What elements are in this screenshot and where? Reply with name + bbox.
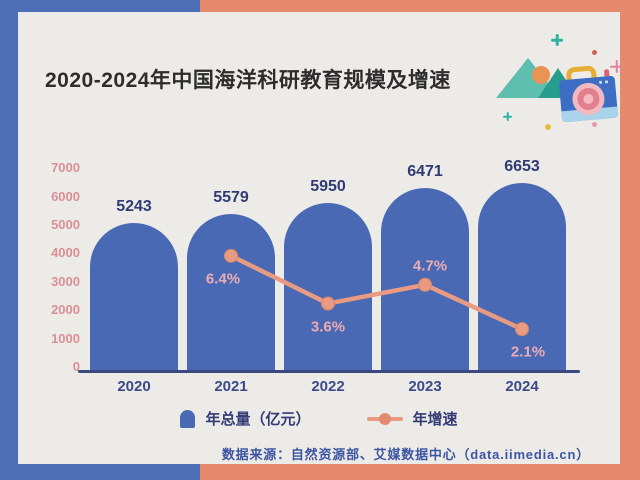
camera-body [558, 75, 619, 123]
dot-icon [592, 122, 597, 127]
bar-value-label: 5579 [213, 188, 249, 206]
bar-value-label: 6653 [504, 158, 540, 176]
chart-legend: 年总量（亿元） 年增速 [18, 408, 620, 429]
infographic-card: 2020-2024年中国海洋科研教育规模及增速 0 1000 2000 3000 400… [18, 12, 620, 464]
dot-icon [545, 124, 551, 130]
page-title: 2020-2024年中国海洋科研教育规模及增速 [45, 69, 451, 92]
bar-value-label: 6471 [407, 163, 443, 181]
x-axis-line [78, 370, 580, 373]
x-tick-label: 2020 [117, 378, 151, 395]
bar-2020 [90, 223, 178, 372]
y-tick-label: 0 [72, 359, 80, 374]
y-tick-label: 3000 [51, 273, 80, 289]
y-tick-label: 2000 [51, 302, 80, 318]
line-legend-icon [366, 412, 403, 425]
x-tick-label: 2023 [408, 378, 442, 395]
sparkle-icon [503, 112, 512, 121]
y-tick-label: 5000 [51, 217, 80, 232]
camera-icon [555, 61, 620, 126]
growth-value-label: 6.4% [205, 270, 241, 288]
growth-value-label: 2.1% [510, 343, 546, 361]
chart-area: 0 1000 2000 3000 4000 5000 6000 7000 5243 5579 595… [18, 152, 620, 402]
bar-legend-icon [180, 409, 196, 428]
decor-illustration [18, 12, 620, 152]
sparkle-icon [551, 34, 563, 46]
y-tick-label: 6000 [51, 188, 80, 204]
x-tick-label: 2021 [214, 378, 248, 395]
growth-value-label: 4.7% [412, 257, 448, 275]
bar-value-label: 5950 [310, 178, 346, 196]
y-tick-label: 1000 [51, 330, 80, 346]
bar-2021 [187, 213, 275, 372]
growth-value-label: 3.6% [310, 318, 346, 336]
y-tick-label: 7000 [51, 160, 80, 176]
legend-item-growth: 年增速 [366, 408, 458, 429]
bar-2022 [284, 203, 372, 372]
dot-icon [592, 50, 597, 55]
bar-value-label: 5243 [116, 198, 152, 216]
legend-label-total: 年总量（亿元） [205, 411, 311, 428]
bar-2023 [381, 188, 469, 372]
legend-label-growth: 年增速 [412, 411, 458, 428]
data-source-note: 数据来源：自然资源部、艾媒数据中心（data.iimedia.cn） [221, 447, 590, 462]
x-tick-label: 2022 [311, 378, 345, 395]
legend-item-total: 年总量（亿元） [180, 408, 311, 429]
y-tick-label: 4000 [51, 245, 80, 261]
x-tick-label: 2024 [505, 378, 539, 395]
